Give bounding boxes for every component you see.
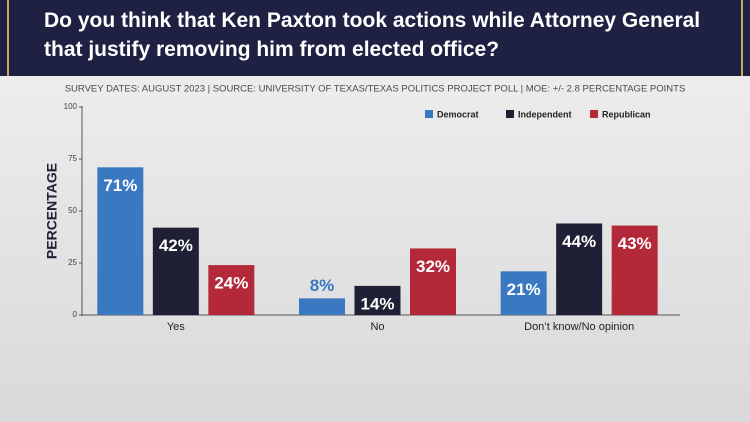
chart-title: Do you think that Ken Paxton took action… bbox=[44, 9, 701, 61]
value-label: 14% bbox=[360, 294, 394, 313]
x-tick-label: No bbox=[370, 321, 384, 333]
bar bbox=[208, 265, 255, 315]
y-tick-label: 50 bbox=[68, 206, 77, 215]
bar bbox=[97, 167, 144, 315]
legend-swatch bbox=[590, 110, 598, 118]
legend-label: Democrat bbox=[437, 109, 479, 119]
value-label: 71% bbox=[103, 176, 137, 195]
value-label: 44% bbox=[562, 232, 596, 251]
y-tick-label: 25 bbox=[68, 258, 77, 267]
value-label: 21% bbox=[507, 280, 541, 299]
x-tick-label: Don’t know/No opinion bbox=[524, 321, 634, 333]
title-banner bbox=[0, 0, 750, 76]
value-label: 24% bbox=[214, 274, 248, 293]
y-tick-label: 100 bbox=[64, 102, 78, 111]
y-tick-label: 75 bbox=[68, 154, 77, 163]
y-axis-label: PERCENTAGE bbox=[44, 163, 60, 259]
bar bbox=[500, 271, 547, 315]
chart-subtitle: SURVEY DATES: AUGUST 2023 | SOURCE: UNIV… bbox=[65, 84, 686, 95]
x-tick-label: Yes bbox=[167, 321, 185, 333]
legend-label: Independent bbox=[518, 109, 572, 119]
bar bbox=[556, 223, 603, 315]
title-box: Do you think that Ken Paxton took action… bbox=[44, 9, 701, 61]
bar bbox=[299, 298, 345, 315]
y-tick-label: 0 bbox=[73, 310, 78, 319]
value-label: 43% bbox=[618, 234, 652, 253]
bar bbox=[410, 248, 456, 315]
value-label: 32% bbox=[416, 257, 450, 276]
value-label: 8% bbox=[310, 276, 335, 295]
value-label: 42% bbox=[159, 236, 193, 255]
legend-swatch bbox=[425, 110, 433, 118]
legend-swatch bbox=[506, 110, 514, 118]
legend-label: Republican bbox=[602, 109, 651, 119]
bar bbox=[152, 227, 199, 315]
bar bbox=[611, 225, 658, 315]
bar bbox=[354, 285, 401, 315]
